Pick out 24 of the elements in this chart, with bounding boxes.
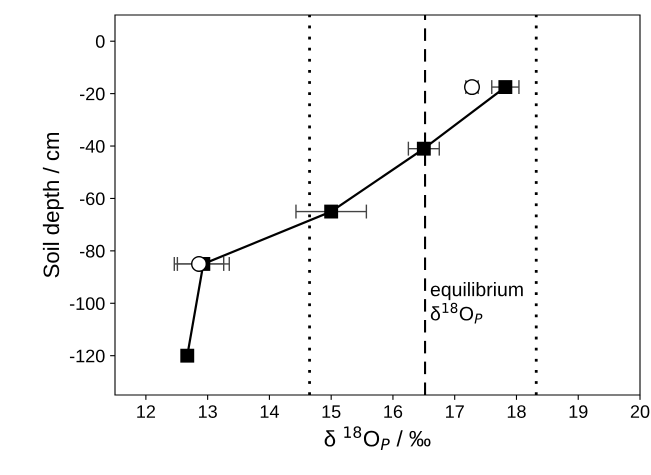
point bbox=[324, 204, 338, 218]
x-tick-label: 20 bbox=[630, 405, 650, 418]
point bbox=[498, 80, 512, 94]
point bbox=[180, 348, 194, 363]
x-tick-label: 17 bbox=[446, 405, 464, 418]
x-tick-label: 15 bbox=[322, 405, 340, 418]
y-tick-label: -60 bbox=[80, 192, 105, 206]
x-tick-label: 19 bbox=[570, 405, 588, 418]
x-tick-label: 16 bbox=[384, 405, 402, 418]
ref-line-label: equilibrium δ$^{18}$O$_{P}$ bbox=[430, 282, 523, 324]
y-tick-label: -20 bbox=[80, 88, 105, 100]
point bbox=[191, 256, 207, 272]
x-tick-label: 14 bbox=[260, 405, 279, 418]
x-tick-label: 12 bbox=[137, 405, 156, 418]
x-axis-title: δ $^{18}$O$_{P}$ / ‰ bbox=[324, 426, 431, 450]
y-tick-label: -120 bbox=[70, 350, 105, 362]
x-tick-label: 18 bbox=[508, 405, 526, 418]
point bbox=[416, 142, 431, 156]
y-tick-label: -80 bbox=[80, 244, 105, 258]
y-axis-title: Soil depth / cm bbox=[42, 132, 64, 278]
y-tick-label: -40 bbox=[80, 140, 105, 153]
y-tick-label: -100 bbox=[70, 297, 105, 310]
y-tick-label: 0 bbox=[96, 35, 105, 48]
x-tick-label: 13 bbox=[198, 405, 217, 418]
